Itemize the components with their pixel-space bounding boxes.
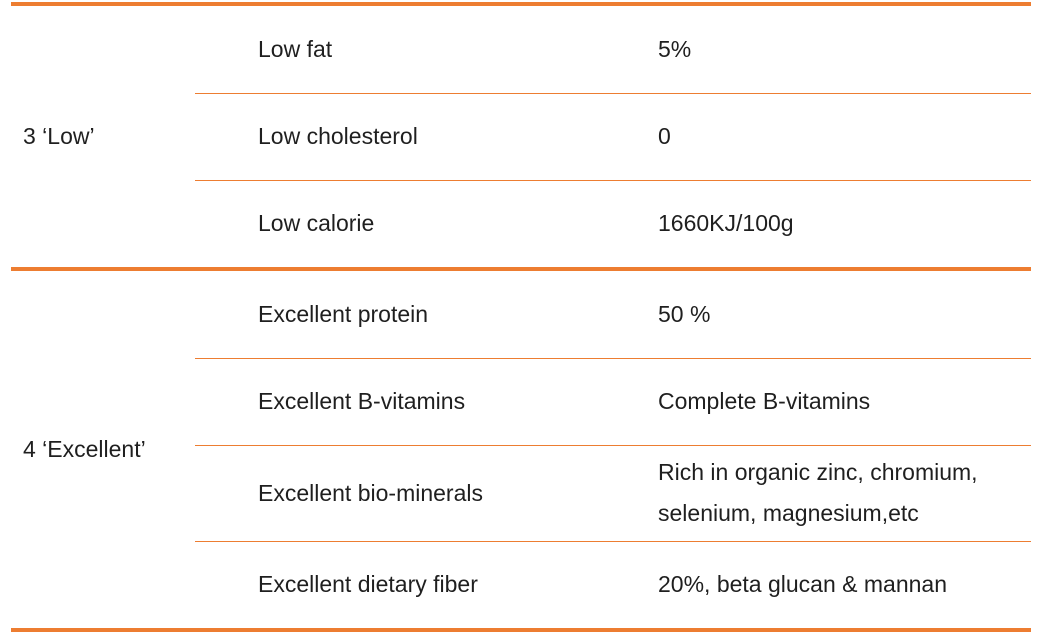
- group-rows: Low fat 5% Low cholesterol 0 Low calorie…: [195, 6, 1031, 267]
- table-group-excellent: 4 ‘Excellent’ Excellent protein 50 % Exc…: [11, 267, 1031, 628]
- table-row: Excellent dietary fiber 20%, beta glucan…: [195, 540, 1031, 628]
- row-name: Low cholesterol: [258, 123, 418, 150]
- group-label-cell: 3 ‘Low’: [11, 6, 195, 267]
- row-name: Low fat: [258, 35, 333, 62]
- table-group-low: 3 ‘Low’ Low fat 5% Low cholesterol 0 Low…: [11, 6, 1031, 267]
- table-row: Excellent B-vitamins Complete B-vitamins: [195, 358, 1031, 445]
- row-name: Excellent dietary fiber: [258, 571, 478, 598]
- nutrition-table: 3 ‘Low’ Low fat 5% Low cholesterol 0 Low…: [11, 2, 1031, 632]
- group-label-cell: 4 ‘Excellent’: [11, 271, 195, 628]
- table-row: Excellent protein 50 %: [195, 271, 1031, 358]
- row-name: Excellent bio-minerals: [258, 479, 483, 506]
- row-value: Complete B-vitamins: [658, 388, 871, 415]
- group-rows: Excellent protein 50 % Excellent B-vitam…: [195, 271, 1031, 628]
- group-label: 4 ‘Excellent’: [23, 435, 146, 462]
- group-label: 3 ‘Low’: [23, 123, 95, 149]
- row-value: 1660KJ/100g: [658, 210, 794, 237]
- row-value: 20%, beta glucan & mannan: [658, 571, 947, 598]
- row-value: 50 %: [658, 300, 711, 327]
- row-value: 0: [658, 123, 671, 150]
- row-name: Excellent B-vitamins: [258, 388, 466, 415]
- row-value: 5%: [658, 35, 692, 62]
- table-row: Low calorie 1660KJ/100g: [195, 180, 1031, 267]
- row-name: Excellent protein: [258, 300, 429, 327]
- table-row: Low fat 5%: [195, 6, 1031, 93]
- table-row: Low cholesterol 0: [195, 93, 1031, 180]
- table-row: Excellent bio-minerals Rich in organic z…: [195, 445, 1031, 541]
- row-name: Low calorie: [258, 210, 375, 237]
- row-value: Rich in organic zinc, chromium, selenium…: [658, 459, 978, 527]
